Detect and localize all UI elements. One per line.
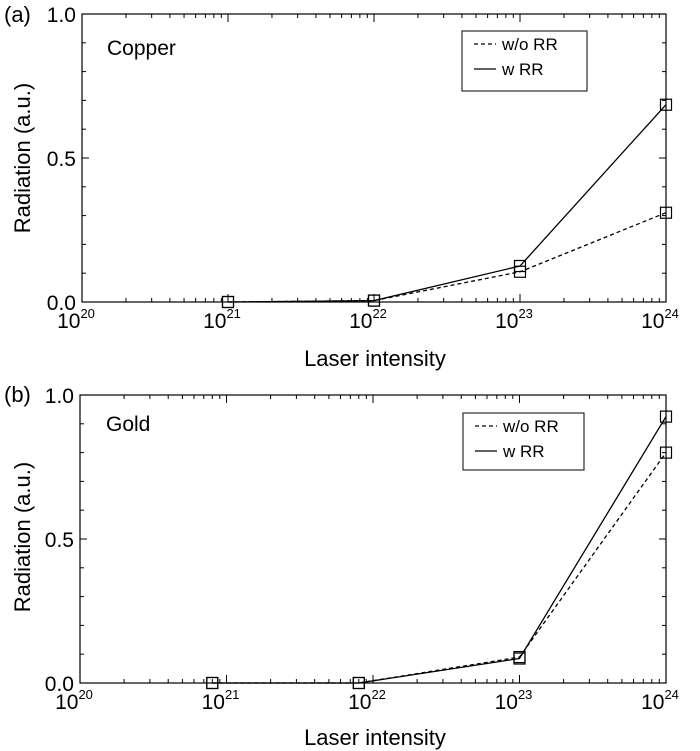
y-tick-label: 0.0 xyxy=(45,673,74,696)
data-point-w-rr xyxy=(206,676,219,690)
chart-panel-b: (b) Gold 0.0 0.5 1.0 1020 1021 1022 1023 1024 Lase… xyxy=(4,382,679,750)
data-point-w-rr xyxy=(513,259,527,273)
x-tick-label: 1020 xyxy=(55,687,93,714)
x-tick-label: 1022 xyxy=(349,306,387,333)
data-point-wo-rr xyxy=(659,206,673,219)
x-axis-label: Laser intensity xyxy=(304,346,446,371)
series-line-wo-rr xyxy=(227,212,667,303)
legend-label: w RR xyxy=(502,442,545,461)
y-tick-label: 1.0 xyxy=(45,385,74,408)
y-tick-label: 0.5 xyxy=(45,529,74,552)
y-tick-label: 0.0 xyxy=(47,292,76,315)
data-point-w-rr xyxy=(352,676,365,690)
x-tick-label: 1024 xyxy=(641,306,679,333)
x-tick-label: 1024 xyxy=(641,687,679,714)
x-tick-label: 1021 xyxy=(203,306,241,333)
panel-label: (b) xyxy=(4,382,31,407)
chart-panel-a: (a) Copper 0.0 0.5 1.0 1020 1021 1022 1023 1024 La… xyxy=(4,2,679,371)
series-line-w-rr xyxy=(227,104,667,303)
x-axis-label: Laser intensity xyxy=(304,725,446,750)
data-point-w-rr xyxy=(513,652,526,665)
panel-label: (a) xyxy=(4,2,31,27)
x-tick-label: 1020 xyxy=(57,306,95,333)
data-point-w-rr xyxy=(659,410,673,423)
x-tick-label: 1023 xyxy=(495,687,533,714)
legend-box xyxy=(462,412,585,471)
legend-label: w RR xyxy=(501,60,544,79)
x-tick-label: 1023 xyxy=(495,306,533,333)
material-label: Copper xyxy=(107,37,176,60)
data-point-w-rr xyxy=(659,98,673,111)
series-line-w-rr xyxy=(212,416,667,684)
legend-label: w/o RR xyxy=(501,35,558,54)
data-point-wo-rr xyxy=(659,446,673,459)
data-point-w-rr xyxy=(221,295,235,309)
y-axis-label: Radiation (a.u.) xyxy=(10,83,35,233)
series-line-wo-rr xyxy=(212,452,667,684)
data-point-w-rr xyxy=(367,294,381,307)
material-label: Gold xyxy=(106,413,150,436)
x-tick-label: 1021 xyxy=(202,687,240,714)
legend-label: w/o RR xyxy=(502,417,559,436)
y-axis-label: Radiation (a.u.) xyxy=(10,462,35,612)
y-tick-label: 1.0 xyxy=(47,4,76,27)
legend-box xyxy=(461,30,588,92)
x-tick-label: 1022 xyxy=(348,687,386,714)
y-tick-label: 0.5 xyxy=(47,148,76,171)
